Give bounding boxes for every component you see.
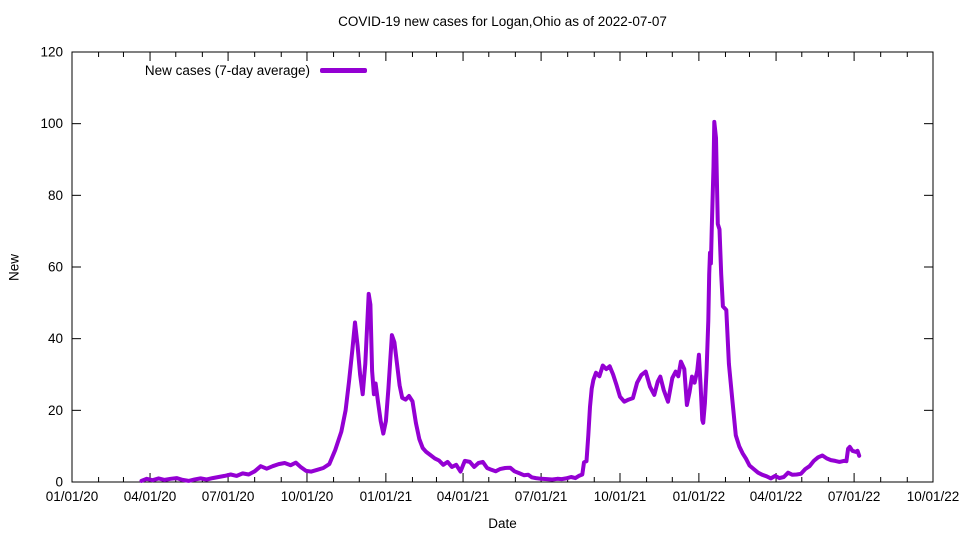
svg-text:40: 40 [48,331,63,346]
legend-line-swatch [320,68,367,73]
svg-text:10/01/20: 10/01/20 [281,489,334,504]
x-axis-label: Date [488,516,517,531]
svg-text:80: 80 [48,188,63,203]
svg-text:01/01/20: 01/01/20 [46,489,99,504]
svg-text:01/01/21: 01/01/21 [360,489,413,504]
svg-text:04/01/20: 04/01/20 [124,489,177,504]
legend-label: New cases (7-day average) [144,63,310,78]
svg-text:20: 20 [48,403,63,418]
chart-title: COVID-19 new cases for Logan,Ohio as of … [338,14,667,29]
svg-text:04/01/21: 04/01/21 [437,489,490,504]
svg-text:04/01/22: 04/01/22 [750,489,803,504]
svg-text:60: 60 [48,260,63,275]
svg-text:0: 0 [55,475,63,490]
svg-text:10/01/21: 10/01/21 [594,489,647,504]
svg-text:01/01/22: 01/01/22 [673,489,726,504]
svg-text:100: 100 [40,116,63,131]
svg-text:10/01/22: 10/01/22 [907,489,960,504]
svg-text:07/01/20: 07/01/20 [202,489,255,504]
svg-text:07/01/21: 07/01/21 [515,489,568,504]
legend: New cases (7-day average) [72,63,367,78]
svg-text:07/01/22: 07/01/22 [828,489,881,504]
svg-text:120: 120 [40,45,63,60]
